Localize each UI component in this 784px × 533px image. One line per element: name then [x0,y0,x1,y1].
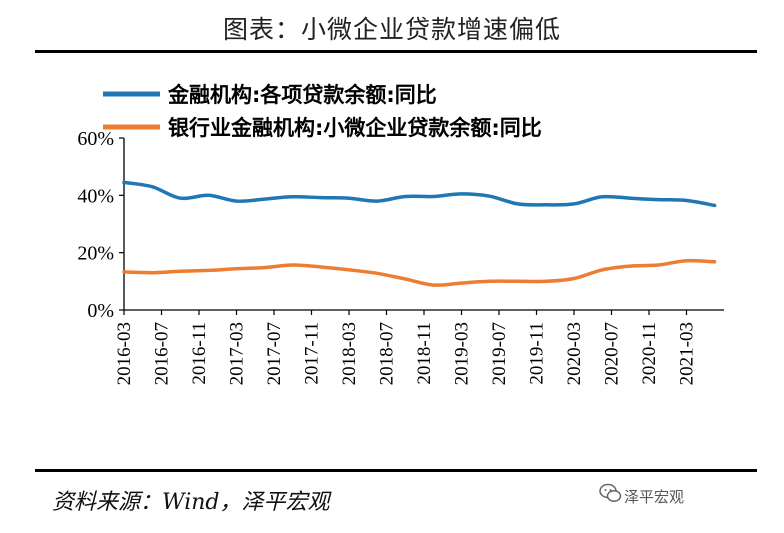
line-chart: 金融机构:各项贷款余额:同比 银行业金融机构:小微企业贷款余额:同比 0% 20%… [77,83,724,385]
watermark-text: 泽平宏观 [624,488,685,506]
legend: 金融机构:各项贷款余额:同比 银行业金融机构:小微企业贷款余额:同比 [103,83,542,140]
series-layer [122,180,717,287]
x-tick-label: 2018-03 [339,322,360,385]
x-tick-label: 2016-11 [189,322,210,385]
x-tick-label: 2017-03 [227,322,248,385]
x-tick-label: 2016-03 [114,322,135,385]
x-tick-label: 2018-11 [414,322,435,385]
series-line-2 [122,258,717,287]
y-tick-label: 40% [77,185,114,207]
x-tick-label: 2020-11 [639,322,660,385]
y-tick-label: 0% [87,300,114,322]
x-tick-label: 2016-07 [152,322,173,385]
x-tick-label: 2020-03 [564,322,585,385]
x-tick-label: 2021-03 [677,322,698,385]
x-tick-label: 2019-11 [527,322,548,385]
top-rule [35,50,757,53]
series-line-1 [122,180,717,208]
y-tick-label: 20% [77,243,114,265]
y-tick-label: 60% [77,128,114,150]
wechat-icon [599,483,622,502]
legend-label-series1: 金融机构:各项贷款余额:同比 [167,83,437,107]
x-tick-label: 2020-07 [602,322,623,385]
x-tick-label: 2017-11 [302,322,323,385]
axes: 0% 20% 40% 60% 2016-03 2016-07 2016-11 2017-03 2… [77,128,724,385]
chart-title: 图表：小微企业贷款增速偏低 [222,15,561,44]
x-tick-label: 2019-07 [489,322,510,385]
x-tick-label: 2017-07 [264,322,285,385]
x-tick-label: 2019-03 [452,322,473,385]
source-note: 资料来源：Wind，泽平宏观 [52,490,330,515]
x-tick-label: 2018-07 [377,322,398,385]
legend-label-series2: 银行业金融机构:小微企业贷款余额:同比 [168,116,542,140]
bottom-rule [35,469,757,472]
